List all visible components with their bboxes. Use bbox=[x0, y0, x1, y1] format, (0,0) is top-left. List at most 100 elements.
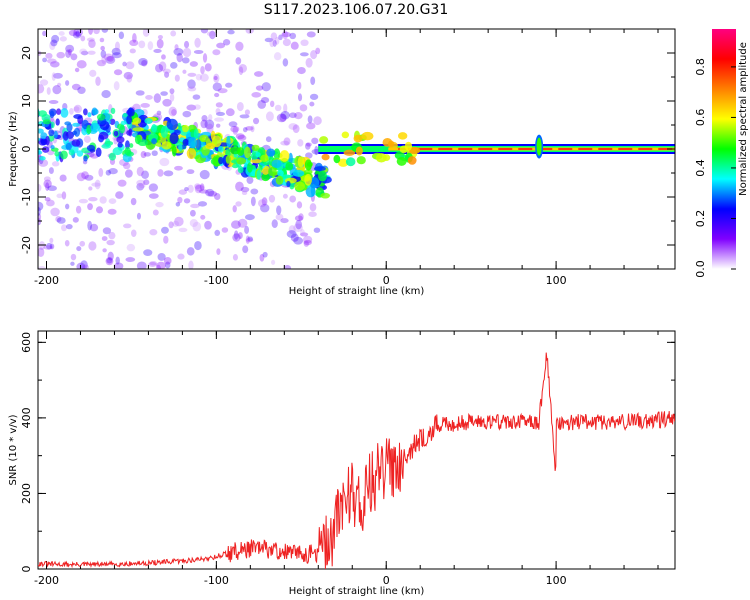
spectral-blob bbox=[148, 193, 159, 199]
spectral-blob bbox=[215, 123, 221, 128]
spectral-blob bbox=[211, 135, 222, 148]
spectral-blob bbox=[138, 58, 148, 66]
spectral-blob bbox=[255, 152, 261, 158]
spectral-blob bbox=[105, 55, 116, 64]
spectral-blob bbox=[251, 144, 260, 151]
spectral-blob bbox=[86, 144, 96, 152]
spectral-blob bbox=[57, 82, 62, 87]
snr-panel: -200 -100 0 100 0 200 400 600 Height of straight… bbox=[8, 330, 676, 597]
spectral-blob bbox=[214, 193, 221, 201]
spectral-blob bbox=[43, 176, 51, 182]
spectral-blob bbox=[100, 50, 107, 59]
y-tick-label: 10 bbox=[20, 94, 33, 108]
spectral-blob bbox=[113, 69, 123, 76]
spectral-blob bbox=[113, 262, 124, 269]
spectral-blob bbox=[177, 253, 185, 260]
spectral-blob bbox=[247, 162, 253, 173]
y-tick-label: 0 bbox=[20, 566, 33, 573]
spectral-blob bbox=[38, 183, 42, 192]
spectral-blob bbox=[31, 111, 37, 116]
spectral-blob bbox=[54, 151, 60, 157]
spectral-blob bbox=[104, 109, 110, 114]
spectral-blob bbox=[361, 131, 374, 141]
spectral-blob bbox=[310, 76, 316, 86]
spectral-blob bbox=[305, 57, 313, 68]
spectral-blob bbox=[206, 123, 214, 134]
spectral-blob bbox=[239, 114, 250, 119]
spectral-blob bbox=[272, 39, 277, 47]
spectral-blob bbox=[171, 109, 177, 116]
spectral-blob bbox=[158, 61, 167, 72]
spectral-blob bbox=[65, 203, 70, 210]
spectral-blob bbox=[94, 179, 101, 190]
spectral-blob bbox=[274, 104, 282, 112]
spectral-blob bbox=[205, 143, 216, 150]
spectral-blob bbox=[276, 205, 282, 215]
spectral-blob bbox=[48, 167, 54, 175]
spectral-blob bbox=[78, 198, 88, 204]
spectral-blob bbox=[293, 223, 303, 232]
spectral-blob bbox=[280, 111, 290, 120]
spectral-blob bbox=[237, 166, 244, 174]
colorbar: 0.0 0.2 0.4 0.6 0.8 Normalized spectral ampli… bbox=[694, 29, 749, 278]
spectral-blob bbox=[83, 155, 88, 162]
spectral-blob bbox=[237, 218, 248, 228]
spectral-blob bbox=[136, 179, 146, 186]
spectral-blob bbox=[38, 84, 45, 94]
spectral-blob bbox=[246, 176, 254, 184]
spectral-blob bbox=[132, 33, 137, 43]
spectral-blob bbox=[288, 152, 293, 164]
spectral-blob bbox=[68, 29, 78, 37]
spectral-blob bbox=[209, 30, 216, 40]
spectral-blob bbox=[169, 88, 175, 95]
spectral-blob bbox=[38, 218, 42, 226]
spectral-blob bbox=[231, 220, 241, 229]
spectral-blob bbox=[237, 134, 247, 141]
spectral-blob bbox=[269, 38, 275, 48]
spectral-blob bbox=[124, 147, 131, 156]
spectral-blob bbox=[83, 135, 91, 143]
spectral-blob bbox=[112, 147, 123, 156]
spectral-blob bbox=[265, 136, 272, 143]
spectral-blob bbox=[338, 158, 349, 167]
spectral-blob bbox=[157, 169, 164, 177]
spectral-blob bbox=[45, 135, 50, 146]
spectral-blob bbox=[108, 231, 116, 240]
spectral-blob bbox=[271, 219, 278, 228]
spectral-blob bbox=[356, 156, 366, 165]
spectral-blob bbox=[135, 90, 145, 96]
spectrogram-blobs bbox=[31, 29, 675, 269]
spectral-blob bbox=[108, 168, 118, 175]
spectral-blob bbox=[296, 201, 303, 209]
spectral-blob bbox=[245, 29, 254, 34]
spectral-blob bbox=[177, 196, 183, 204]
spectral-blob bbox=[130, 197, 137, 206]
spectral-blob bbox=[164, 261, 171, 269]
spectral-blob bbox=[155, 63, 164, 73]
x-tick-label: -200 bbox=[34, 574, 59, 587]
spectral-blob bbox=[88, 39, 96, 49]
spectral-blob bbox=[58, 31, 65, 36]
spectral-blob bbox=[297, 93, 303, 102]
spectral-blob bbox=[216, 42, 226, 49]
spectral-blob bbox=[244, 225, 250, 234]
spectral-blob bbox=[282, 58, 289, 67]
colorbar-tick-label: 0.0 bbox=[694, 260, 707, 278]
spectral-blob bbox=[283, 137, 291, 146]
spectral-blob bbox=[160, 91, 168, 96]
spectral-blob bbox=[282, 193, 288, 199]
spectral-blob bbox=[148, 261, 157, 267]
spectral-blob bbox=[311, 137, 319, 145]
spectral-blob bbox=[204, 220, 212, 230]
spectral-blob bbox=[51, 161, 60, 167]
spectral-blob bbox=[50, 145, 55, 150]
spectral-blob bbox=[355, 146, 363, 156]
spectral-blob bbox=[235, 133, 245, 140]
spectral-blob bbox=[199, 73, 209, 82]
spectral-blob bbox=[101, 29, 109, 33]
disturbance-inner bbox=[536, 137, 542, 156]
spectral-blob bbox=[80, 35, 86, 42]
spectral-blob bbox=[273, 148, 281, 160]
spectral-blob bbox=[241, 190, 248, 196]
spectral-blob bbox=[67, 48, 73, 56]
